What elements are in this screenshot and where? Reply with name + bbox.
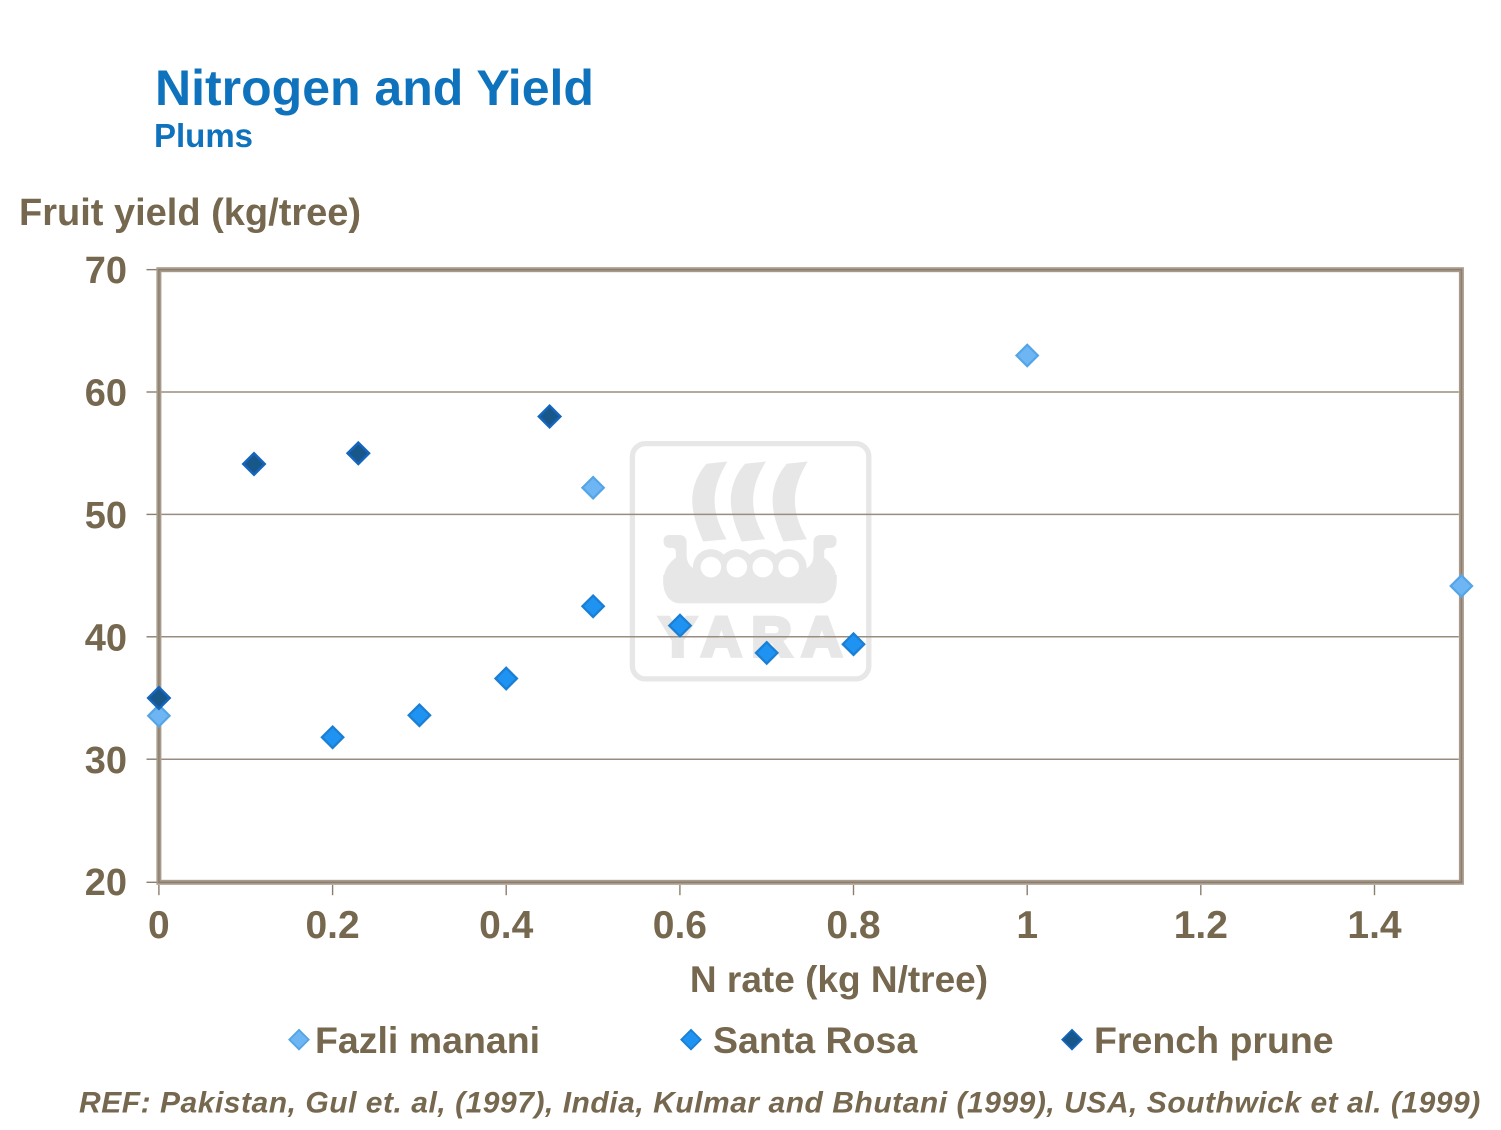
svg-text:50: 50 [85, 495, 127, 537]
svg-text:0.2: 0.2 [305, 904, 359, 947]
svg-text:Plums: Plums [154, 117, 253, 154]
svg-text:70: 70 [85, 250, 127, 292]
svg-text:20: 20 [85, 862, 127, 904]
svg-text:French prune: French prune [1094, 1019, 1334, 1061]
svg-text:REF: Pakistan, Gul et. al, (19: REF: Pakistan, Gul et. al, (1997), India… [79, 1087, 1481, 1120]
svg-text:1.2: 1.2 [1174, 904, 1228, 947]
svg-text:0: 0 [148, 904, 170, 947]
svg-text:0.8: 0.8 [826, 904, 880, 947]
svg-text:0.4: 0.4 [479, 904, 534, 947]
svg-text:0.6: 0.6 [653, 904, 707, 947]
svg-text:Nitrogen and Yield: Nitrogen and Yield [155, 60, 594, 116]
svg-text:40: 40 [85, 617, 127, 659]
svg-text:Fazli manani: Fazli manani [315, 1019, 540, 1061]
svg-text:Fruit yield (kg/tree): Fruit yield (kg/tree) [19, 192, 361, 234]
svg-text:1.4: 1.4 [1347, 904, 1402, 947]
svg-text:N rate (kg N/tree): N rate (kg N/tree) [690, 959, 988, 1000]
svg-text:Santa Rosa: Santa Rosa [713, 1019, 918, 1061]
svg-text:60: 60 [85, 373, 127, 415]
svg-text:30: 30 [85, 740, 127, 782]
svg-text:1: 1 [1016, 904, 1038, 947]
